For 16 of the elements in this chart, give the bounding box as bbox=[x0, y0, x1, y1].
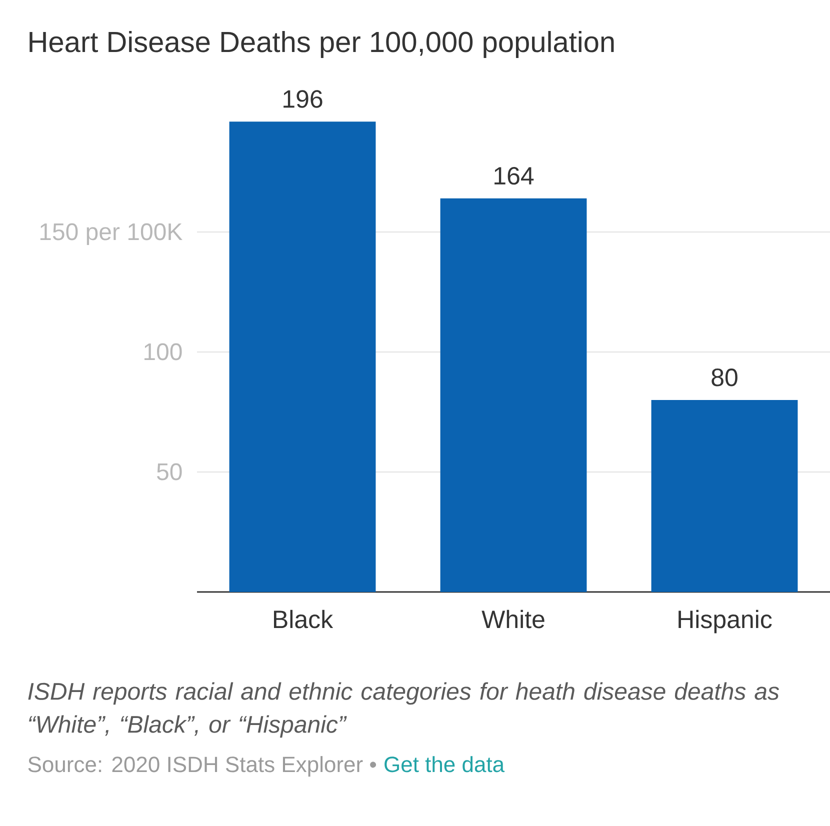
x-tick-label: White bbox=[482, 610, 544, 628]
chart-title: Heart Disease Deaths per 100,000 population bbox=[30, 30, 614, 58]
x-tick-label: Hispanic bbox=[678, 610, 772, 634]
y-tick-label: 100 bbox=[144, 343, 182, 360]
data-label: 196 bbox=[284, 90, 322, 108]
bar bbox=[229, 122, 376, 592]
source-note: Source: 2020 ISDH Stats Explorer • bbox=[28, 756, 376, 777]
text: Get the data bbox=[384, 756, 505, 772]
x-tick-label: Black bbox=[274, 610, 334, 628]
bar bbox=[440, 198, 587, 592]
bar bbox=[651, 400, 798, 592]
data-label: 80 bbox=[712, 368, 738, 386]
text: ISDH reports racial and ethnic categories for heath disease deaths as “White”, “Black”, or “Hispanic” bbox=[28, 682, 780, 738]
y-tick-label: 50 bbox=[157, 463, 182, 480]
data-label: 164 bbox=[494, 166, 534, 185]
y-tick-label: 150 per 100K bbox=[40, 223, 182, 245]
